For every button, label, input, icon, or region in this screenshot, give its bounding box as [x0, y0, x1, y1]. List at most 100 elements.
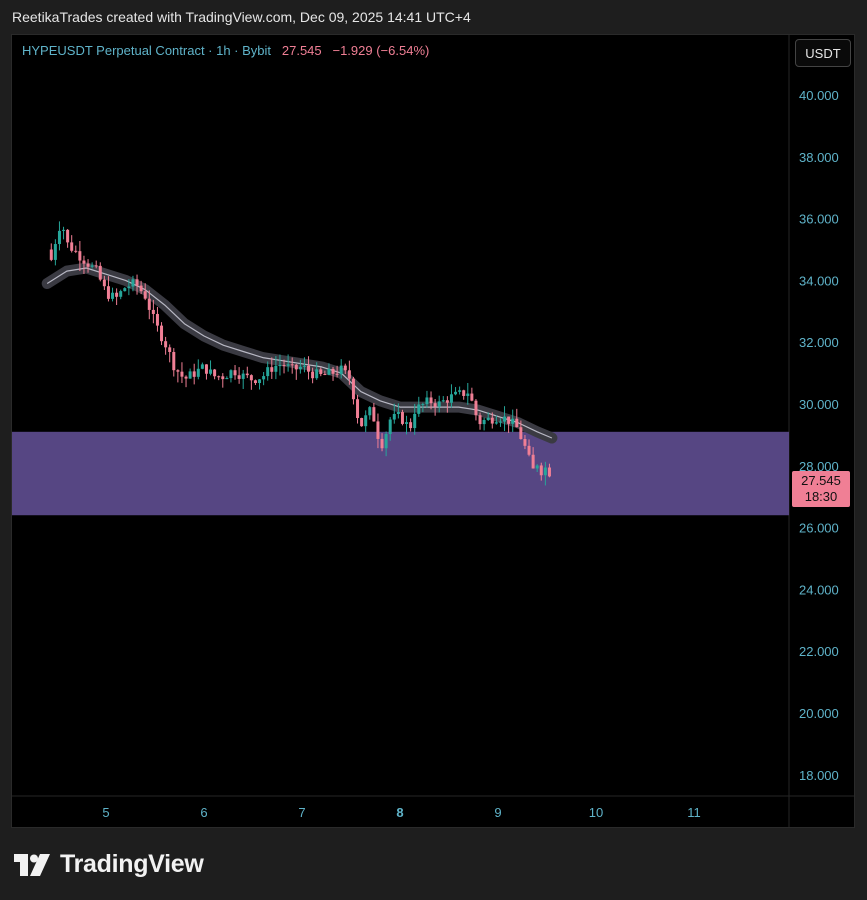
- currency-button[interactable]: USDT: [795, 39, 851, 67]
- candle-body: [249, 375, 253, 381]
- candle-body: [70, 242, 74, 251]
- top-bar: ReetikaTrades created with TradingView.c…: [0, 0, 867, 34]
- candle-body: [527, 445, 531, 455]
- candle-body: [531, 454, 535, 469]
- candle-body: [441, 400, 445, 402]
- candle-body: [396, 412, 400, 414]
- candle-body: [94, 265, 98, 267]
- candle-body: [184, 376, 188, 379]
- candle-body: [331, 368, 335, 374]
- candle-body: [372, 407, 376, 422]
- candle-body: [123, 288, 127, 292]
- candle-body: [351, 378, 355, 400]
- y-tick-label: 18.000: [799, 768, 839, 783]
- last-price-label: 27.545: [281, 43, 322, 58]
- candle-body: [547, 467, 551, 477]
- candle-body: [115, 292, 119, 297]
- candle-body: [400, 412, 404, 424]
- x-tick-label: 5: [102, 805, 109, 820]
- candle-body: [168, 347, 172, 352]
- candle-body: [454, 391, 458, 395]
- candle-body: [131, 279, 135, 287]
- candle-body: [160, 325, 164, 342]
- candle-body: [82, 260, 86, 264]
- candle-body: [241, 373, 245, 379]
- candle-body: [323, 374, 327, 376]
- y-tick-label: 30.000: [799, 397, 839, 412]
- candle-body: [139, 285, 143, 292]
- candle-body: [286, 364, 290, 366]
- candle-body: [180, 371, 184, 377]
- candle-body: [53, 244, 57, 260]
- candle-body: [319, 369, 323, 375]
- candle-body: [515, 418, 519, 428]
- candle-body: [543, 467, 547, 476]
- price-chart[interactable]: 40.000 38.000 36.000 34.000 32.000 30.000 28.0…: [12, 35, 855, 828]
- footer: [0, 828, 867, 900]
- candle-body: [392, 413, 396, 420]
- candle-body: [258, 379, 262, 384]
- legend-line: HYPEUSDT Perpetual Contract · 1h · Bybit…: [22, 43, 429, 58]
- candle-body: [200, 364, 204, 369]
- y-tick-label: 36.000: [799, 212, 839, 227]
- chart-area[interactable]: 40.000 38.000 36.000 34.000 32.000 30.000 28.0…: [11, 34, 855, 828]
- candle-body: [429, 397, 433, 404]
- candle-body: [360, 418, 364, 427]
- candle-body: [86, 263, 90, 267]
- y-tick-label: 40.000: [799, 88, 839, 103]
- candle-body: [262, 376, 266, 380]
- tradingview-logo[interactable]: TradingView: [14, 850, 204, 879]
- candle-body: [49, 249, 53, 260]
- candle-body: [535, 465, 539, 469]
- candle-body: [368, 407, 372, 416]
- tradingview-wordmark: TradingView: [60, 850, 204, 878]
- candle-body: [119, 291, 123, 297]
- candle-body: [356, 399, 360, 419]
- candle-body: [478, 415, 482, 425]
- candle-body: [172, 351, 176, 371]
- last-price-tag: 27.545 18:30: [792, 471, 850, 507]
- candle-body: [307, 365, 311, 372]
- x-tick-label: 6: [200, 805, 207, 820]
- x-tick-label: 8: [396, 805, 403, 820]
- x-tick-label: 10: [589, 805, 603, 820]
- price-axis: [789, 35, 854, 827]
- candle-body: [507, 416, 511, 424]
- candle-body: [494, 422, 498, 424]
- y-tick-label: 28.000: [799, 459, 839, 474]
- candle-body: [421, 404, 425, 406]
- candle-body: [311, 371, 315, 379]
- x-tick-label: 7: [298, 805, 305, 820]
- candle-body: [482, 419, 486, 425]
- candle-body: [445, 400, 449, 403]
- candle-body: [290, 364, 294, 366]
- candle-body: [282, 365, 286, 367]
- candle-body: [425, 397, 429, 405]
- candle-body: [449, 394, 453, 403]
- last-price-tag-countdown: 18:30: [804, 489, 838, 504]
- candle-body: [209, 369, 213, 374]
- candle-body: [217, 376, 221, 378]
- candle-body: [192, 371, 196, 377]
- candle-body: [233, 370, 237, 376]
- candle-body: [229, 370, 233, 379]
- candle-body: [147, 298, 151, 310]
- candle-body: [405, 422, 409, 424]
- author-line: ReetikaTrades created with TradingView.c…: [12, 9, 471, 25]
- candle-body: [490, 417, 494, 424]
- candle-body: [102, 279, 106, 287]
- candle-body: [511, 418, 515, 424]
- candle-body: [466, 393, 470, 396]
- candle-body: [384, 434, 388, 449]
- candle-body: [503, 416, 507, 422]
- candle-body: [143, 291, 147, 299]
- candle-body: [204, 364, 208, 374]
- candle-body: [90, 265, 94, 267]
- candle-body: [66, 229, 70, 243]
- candle-body: [335, 373, 339, 375]
- candle-body: [62, 229, 66, 231]
- candle-body: [196, 368, 200, 377]
- candle-body: [376, 421, 380, 439]
- candle-body: [458, 390, 462, 392]
- y-tick-label: 24.000: [799, 582, 839, 597]
